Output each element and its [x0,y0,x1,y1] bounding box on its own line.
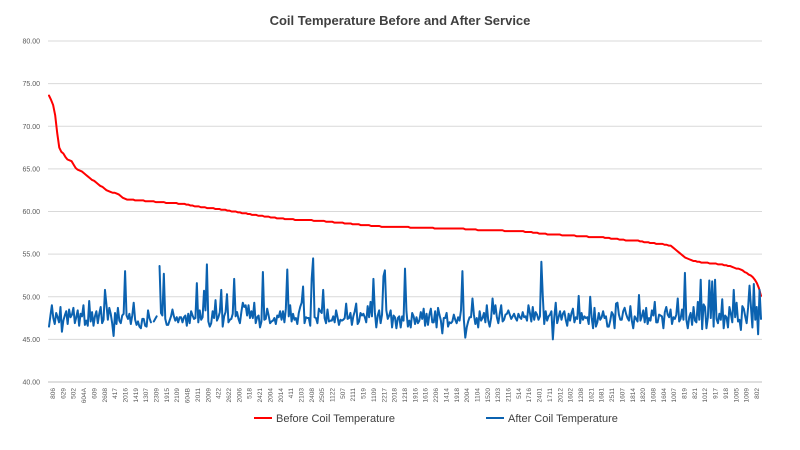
x-tick-label: 2004 [267,388,274,403]
x-tick-label: 2608 [102,388,109,403]
x-tick-label: 502 [71,388,78,399]
legend-label: After Coil Temperature [508,413,618,425]
y-tick-label: 60.00 [22,209,40,216]
x-tick-label: 2217 [381,388,388,403]
x-tick-label: 1009 [744,388,751,403]
x-tick-label: 411 [288,388,295,399]
x-tick-label: 821 [692,388,699,399]
x-tick-label: 1012 [702,388,709,403]
series-lines [48,94,762,341]
x-tick-label: 2018 [392,388,399,403]
x-tick-label: 2004 [464,388,471,403]
x-tick-label: 604A [81,387,88,403]
x-tick-label: 422 [216,388,223,399]
x-tick-label: 1307 [143,388,150,403]
x-tick-label: 2401 [537,388,544,403]
x-tick-label: 2012 [557,388,564,403]
x-tick-label: 1607 [619,388,626,403]
x-tick-label: 1203 [495,388,502,403]
x-tick-label: 819 [682,388,689,399]
x-tick-label: 2006 [236,388,243,403]
x-tick-label: 802 [754,388,761,399]
x-tick-label: 2103 [298,388,305,403]
legend-label: Before Coil Temperature [276,413,395,425]
y-tick-label: 80.00 [22,39,40,46]
x-tick-label: 417 [112,388,119,399]
x-tick-label: 806 [50,388,57,399]
x-tick-label: 1716 [526,388,533,403]
x-tick-label: 2009 [205,388,212,403]
x-tick-label: 1621 [588,388,595,403]
x-tick-label: 1414 [443,388,450,403]
series-line-before [48,94,762,297]
x-tick-label: 2206 [433,388,440,403]
x-tick-label: 518 [247,388,254,399]
x-tick-label: 1208 [578,388,585,403]
x-tick-label: 1602 [568,388,575,403]
x-tick-label: 2109 [174,388,181,403]
x-tick-label: 1007 [671,388,678,403]
y-tick-label: 75.00 [22,81,40,88]
x-tick-label: 2111 [350,388,357,402]
x-tick-label: 1604 [661,388,668,403]
x-tick-label: 2622 [226,388,233,403]
x-tick-label: 519 [361,388,368,399]
legend: Before Coil Temperature After Coil Temper… [254,413,618,425]
y-tick-label: 45.00 [22,337,40,344]
x-tick-label: 1916 [412,388,419,403]
y-tick-label: 50.00 [22,294,40,301]
y-tick-label: 55.00 [22,252,40,259]
x-tick-label: 1918 [454,388,461,403]
x-tick-label: 609 [91,388,98,399]
gridlines [48,40,762,383]
x-tick-label: 604B [185,388,192,403]
x-tick-label: 2014 [278,388,285,403]
x-tick-label: 917 [713,388,720,399]
x-tick-label: 1520 [485,388,492,403]
x-tick-label: 1820 [640,388,647,403]
x-tick-label: 2116 [506,388,513,402]
chart-title: Coil Temperature Before and After Servic… [269,13,531,28]
x-tick-label: 1005 [733,388,740,403]
y-tick-label: 70.00 [22,124,40,131]
x-tick-label: 1681 [599,388,606,403]
x-tick-label: 2011 [195,388,202,402]
series-line-after [48,257,762,341]
x-tick-label: 1711 [547,388,554,402]
x-tick-label: 1915 [164,388,171,403]
x-tick-label: 2511 [609,388,616,402]
x-tick-label: 1814 [630,388,637,403]
x-tick-label: 1218 [402,388,409,403]
x-tick-label: 2505 [319,388,326,403]
x-tick-label: 1608 [650,388,657,403]
x-tick-label: 1109 [371,388,378,402]
y-tick-label: 65.00 [22,166,40,173]
x-tick-label: 1104 [474,388,481,402]
y-tick-label: 40.00 [22,380,40,387]
x-tick-label: 1122 [330,388,337,402]
x-tick-label: 2421 [257,388,264,403]
x-tick-label: 918 [723,388,730,399]
x-tick-label: 507 [340,388,347,399]
x-tick-label: 2408 [309,388,316,403]
x-tick-label: 514 [516,388,523,399]
x-axis: 806 629 502 604A 609 2608 417 2016 1419 1307 2309 1… [50,387,761,403]
x-tick-label: 629 [60,388,67,399]
x-tick-label: 1419 [133,388,140,403]
x-tick-label: 1616 [423,388,430,403]
x-tick-label: 2309 [154,388,161,403]
y-axis: 40.00 45.00 50.00 55.00 60.00 65.00 70.00 75.00… [22,39,40,387]
x-tick-label: 2016 [122,388,129,403]
